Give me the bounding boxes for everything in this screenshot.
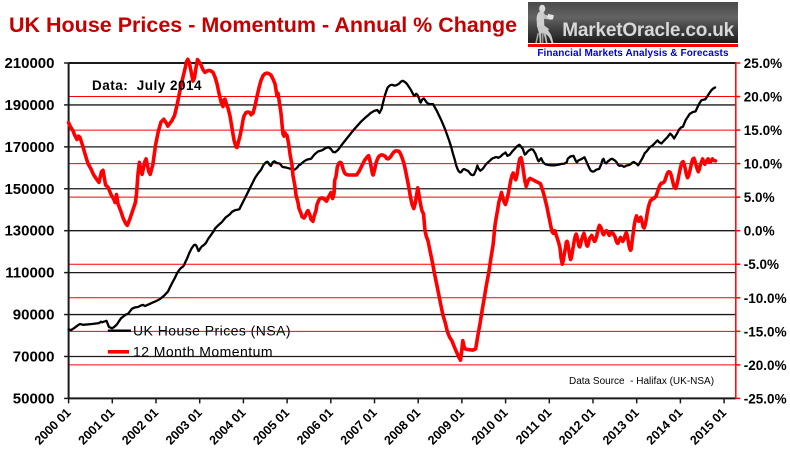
svg-text:70000: 70000 — [13, 348, 55, 365]
svg-text:2015 01: 2015 01 — [687, 406, 729, 448]
svg-text:12 Month Momentum: 12 Month Momentum — [133, 344, 273, 360]
svg-text:110000: 110000 — [5, 265, 54, 282]
svg-text:130000: 130000 — [4, 223, 54, 240]
svg-text:5.0%: 5.0% — [744, 190, 775, 205]
svg-text:Data: July 2014: Data: July 2014 — [92, 78, 202, 93]
svg-text:2005 01: 2005 01 — [250, 406, 292, 448]
svg-text:2006 01: 2006 01 — [294, 406, 336, 448]
svg-text:2002 01: 2002 01 — [119, 406, 161, 448]
svg-text:210000: 210000 — [4, 55, 54, 72]
svg-text:-20.0%: -20.0% — [744, 358, 787, 373]
svg-text:2014 01: 2014 01 — [644, 406, 686, 448]
svg-text:2004 01: 2004 01 — [207, 406, 249, 448]
svg-text:50000: 50000 — [13, 390, 55, 407]
svg-text:10.0%: 10.0% — [744, 157, 782, 172]
svg-text:2000 01: 2000 01 — [32, 406, 74, 448]
svg-text:-25.0%: -25.0% — [744, 391, 787, 406]
svg-text:UK House Prices (NSA): UK House Prices (NSA) — [133, 323, 291, 339]
svg-text:2011 01: 2011 01 — [513, 406, 554, 447]
svg-text:2007 01: 2007 01 — [338, 406, 380, 448]
svg-text:2009 01: 2009 01 — [425, 406, 467, 448]
svg-text:Data Source - Halifax (UK-NSA: Data Source - Halifax (UK-NSA) — [569, 376, 714, 387]
svg-text:170000: 170000 — [4, 139, 54, 156]
svg-text:0.0%: 0.0% — [744, 224, 775, 239]
svg-text:2003 01: 2003 01 — [163, 406, 205, 448]
svg-text:2012 01: 2012 01 — [556, 406, 598, 448]
svg-text:-10.0%: -10.0% — [744, 291, 787, 306]
svg-text:2010 01: 2010 01 — [469, 406, 511, 448]
svg-text:2001 01: 2001 01 — [76, 406, 118, 448]
svg-text:20.0%: 20.0% — [744, 90, 782, 105]
svg-text:150000: 150000 — [4, 181, 54, 198]
svg-text:190000: 190000 — [4, 97, 54, 114]
svg-text:15.0%: 15.0% — [744, 123, 782, 138]
svg-text:90000: 90000 — [13, 307, 55, 324]
svg-text:2013 01: 2013 01 — [600, 406, 642, 448]
svg-text:2008 01: 2008 01 — [381, 406, 423, 448]
svg-text:25.0%: 25.0% — [744, 56, 782, 71]
svg-text:-5.0%: -5.0% — [744, 257, 779, 272]
svg-text:-15.0%: -15.0% — [744, 324, 787, 339]
